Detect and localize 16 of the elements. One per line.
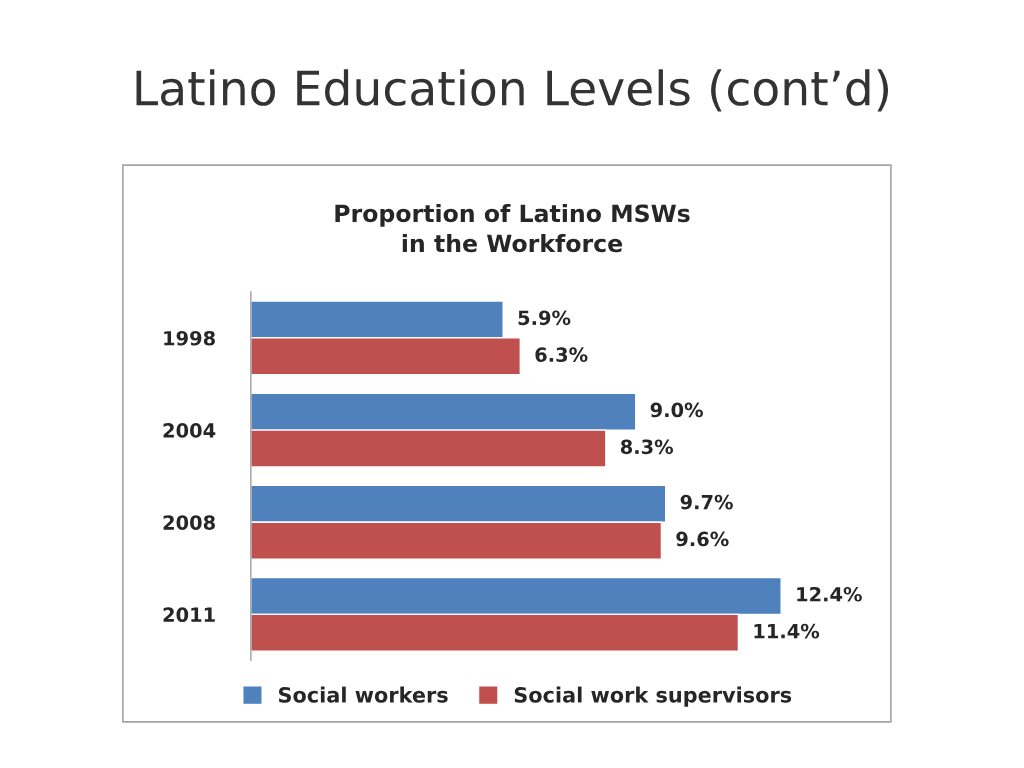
y-tick-label: 1998 [164,330,215,346]
legend-label: Social workers [278,686,448,703]
data-label: 9.0% [650,402,703,418]
data-label: 9.6% [676,531,729,547]
data-label: 8.3% [620,439,674,455]
y-tick-label: 2008 [163,515,215,530]
data-label: 9.7% [680,494,733,510]
data-label: 5.9% [518,310,571,326]
data-label: 12.4% [797,586,862,602]
data-label: 11.4% [754,623,820,639]
chart-title: Latino Education Levels (cont’d) [136,69,889,112]
data-label: 6.3% [535,347,588,362]
y-tick-label: 2011 [163,607,215,623]
legend-label: Social work supervisors [514,686,792,707]
y-tick-label: 2004 [163,423,216,438]
chart-subtitle: Proportion of Latino MSWs in the Workforce [335,203,690,253]
